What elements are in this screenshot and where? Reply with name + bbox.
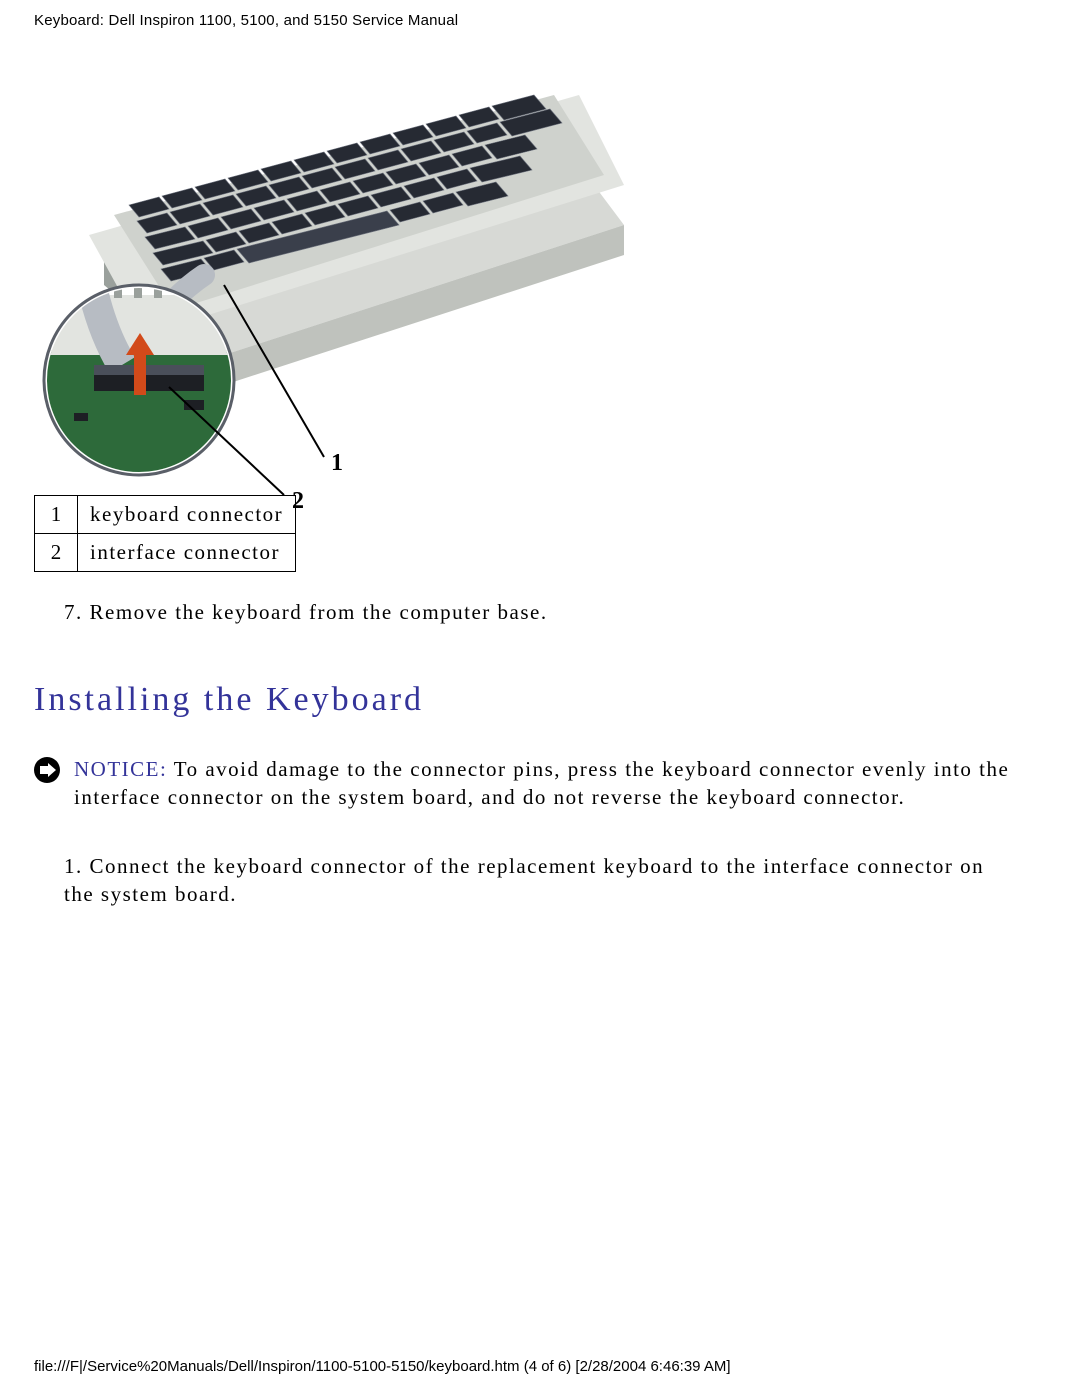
notice-text: NOTICE: To avoid damage to the connector… [74,755,1016,812]
callout-1: 1 [331,450,343,476]
step-text: Connect the keyboard connector of the re… [64,854,984,906]
step-1: 1. Connect the keyboard connector of the… [64,852,1016,909]
step-7: 7. Remove the keyboard from the computer… [64,600,1046,625]
page-header: Keyboard: Dell Inspiron 1100, 5100, and … [34,12,1046,29]
document-page: Keyboard: Dell Inspiron 1100, 5100, and … [0,0,1080,1397]
section-heading: Installing the Keyboard [34,681,1046,719]
legend-label: interface connector [78,534,296,572]
callout-2: 2 [292,488,304,514]
keyboard-figure: 1 2 [34,35,634,475]
keyboard-svg: 1 2 [34,35,634,515]
step-number: 7. [64,600,83,624]
page-footer: file:///F|/Service%20Manuals/Dell/Inspir… [34,1358,731,1375]
notice-block: NOTICE: To avoid damage to the connector… [34,755,1016,812]
notice-label: NOTICE: [74,757,167,781]
step-number: 1. [64,854,83,878]
notice-body: To avoid damage to the connector pins, p… [74,757,1009,809]
step-text: Remove the keyboard from the computer ba… [90,600,548,624]
table-row: 2 interface connector [35,534,296,572]
legend-num: 2 [35,534,78,572]
notice-arrow-icon [34,757,60,788]
